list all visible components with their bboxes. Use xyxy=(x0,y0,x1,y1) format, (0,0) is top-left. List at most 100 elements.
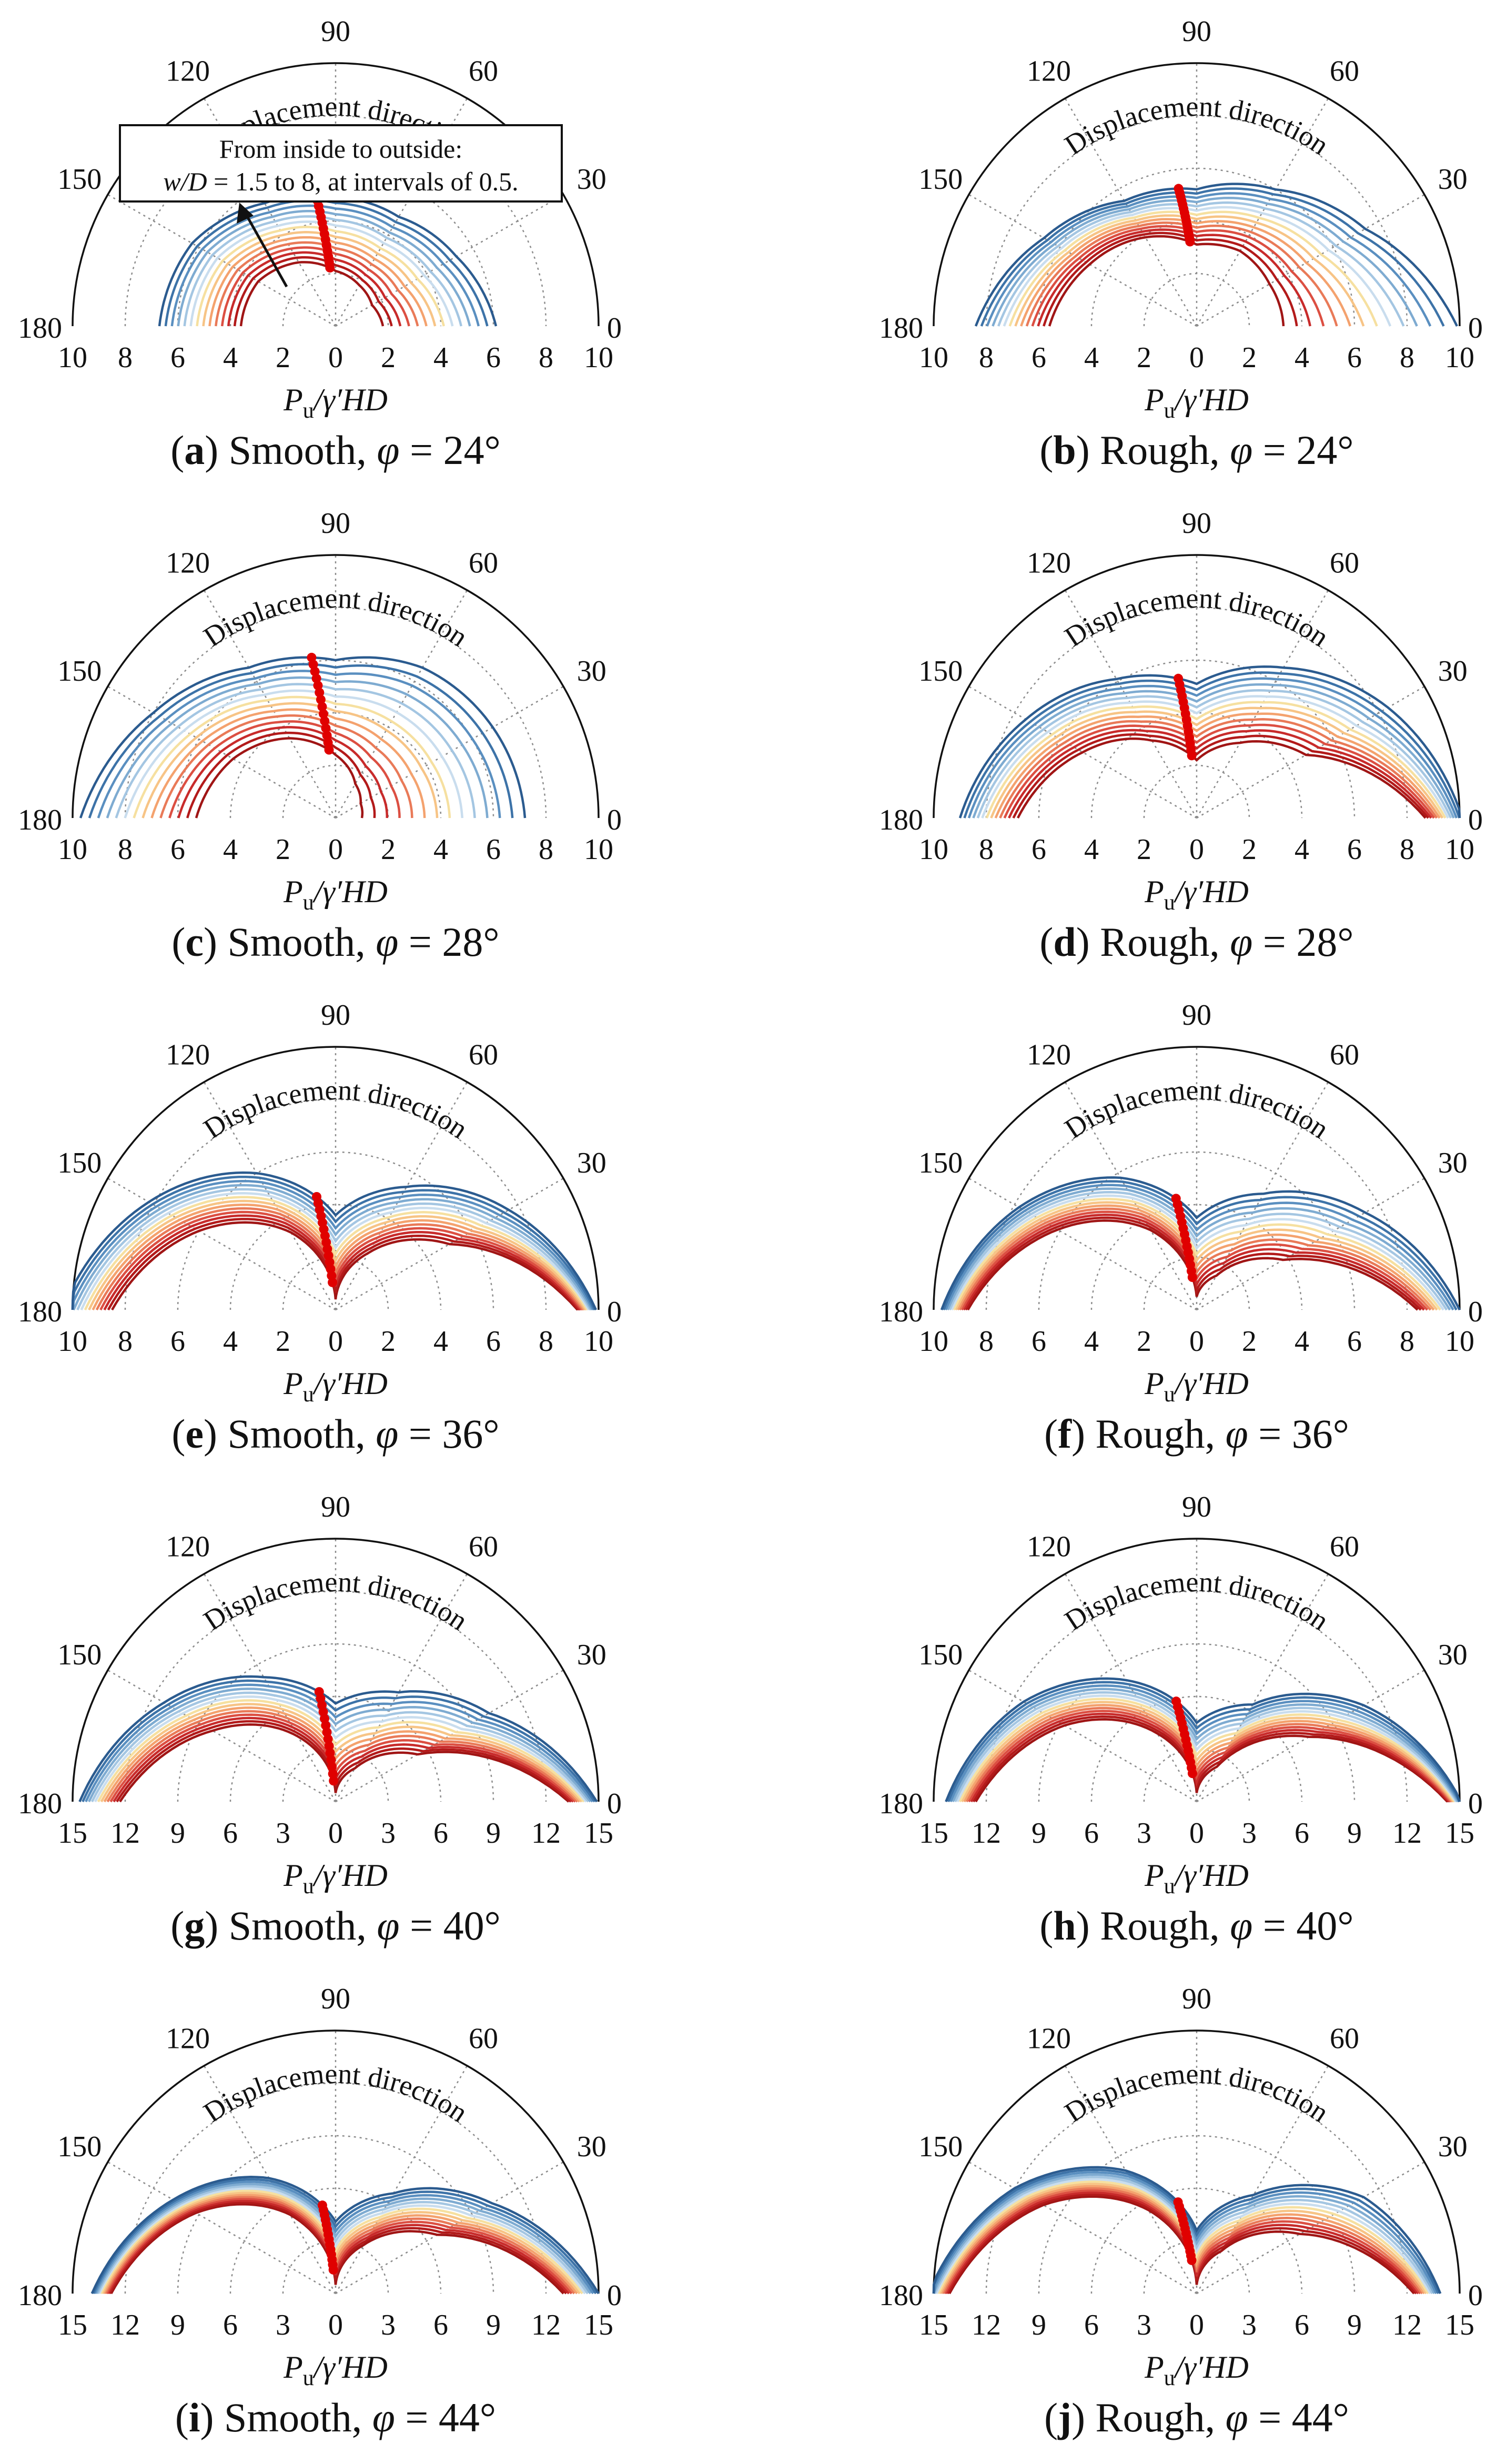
series-line-12 xyxy=(85,1683,594,1803)
radial-tick-label: 8 xyxy=(979,341,994,374)
series-line-3 xyxy=(1037,228,1311,327)
series-line-12 xyxy=(986,192,1432,327)
radial-tick-label: 10 xyxy=(58,341,87,374)
peak-marker xyxy=(322,730,332,740)
series-group xyxy=(974,183,1459,327)
radial-tick-label: 8 xyxy=(118,833,133,866)
radial-tick-label: 4 xyxy=(223,341,238,374)
radial-tick-label: 0 xyxy=(1189,1817,1204,1850)
radial-tick-label: 6 xyxy=(170,341,185,374)
series-line-10 xyxy=(997,201,1405,327)
radial-tick-label: 3 xyxy=(1242,2309,1257,2341)
radial-tick-label: 12 xyxy=(972,1817,1001,1850)
grid-ring xyxy=(229,1204,442,1310)
marker-group xyxy=(1171,1194,1197,1283)
outer-boundary xyxy=(72,1046,600,1310)
radial-tick-label: 2 xyxy=(276,833,290,866)
series-line-11 xyxy=(972,683,1455,819)
series-line-8 xyxy=(97,1699,585,1803)
series-group xyxy=(158,194,498,327)
radial-tick-label: 10 xyxy=(584,1325,613,1358)
radial-tick-label: 8 xyxy=(118,1325,133,1358)
panel-caption: (h) Rough, φ = 40° xyxy=(1039,1903,1353,1948)
peak-marker xyxy=(318,709,328,719)
panel-f: Displacement direction030609012015018010… xyxy=(879,999,1483,1457)
axis-label: Pu/γ′HD xyxy=(1144,382,1249,423)
series-line-1 xyxy=(195,737,364,819)
radial-tick-label: 6 xyxy=(170,1325,185,1358)
radial-tick-label: 10 xyxy=(919,833,948,866)
angle-label-90: 90 xyxy=(1182,15,1211,48)
series-line-13 xyxy=(947,1681,1461,1803)
angle-label-30: 30 xyxy=(577,163,606,196)
angle-label-30: 30 xyxy=(577,1639,606,1671)
angle-label-0: 0 xyxy=(1468,312,1483,345)
radial-tick-label: 12 xyxy=(531,1817,561,1850)
series-line-1 xyxy=(975,1718,1449,1803)
angle-label-150: 150 xyxy=(918,163,963,196)
radial-tick-label: 15 xyxy=(58,1817,87,1850)
series-line-14 xyxy=(71,1171,598,1310)
annotation-arrowhead xyxy=(237,203,254,224)
radial-tick-label: 2 xyxy=(1242,341,1257,374)
series-line-14 xyxy=(945,1677,1461,1802)
radial-tick-label: 8 xyxy=(118,341,133,374)
peak-marker xyxy=(1173,2197,1183,2207)
radial-tick-label: 6 xyxy=(486,833,501,866)
angle-label-120: 120 xyxy=(1027,1530,1071,1563)
series-line-12 xyxy=(967,677,1458,819)
series-line-14 xyxy=(90,2176,600,2295)
angle-label-150: 150 xyxy=(57,2130,102,2163)
angle-label-180: 180 xyxy=(879,1296,923,1328)
series-group xyxy=(71,1171,598,1311)
grid-ring xyxy=(229,220,442,327)
angle-label-150: 150 xyxy=(918,655,963,688)
angle-label-180: 180 xyxy=(879,2279,923,2312)
series-line-8 xyxy=(985,701,1447,819)
angle-label-0: 0 xyxy=(607,2279,622,2312)
panel-caption: (b) Rough, φ = 24° xyxy=(1039,427,1353,473)
axis-label: Pu/γ′HD xyxy=(283,1858,388,1899)
series-group xyxy=(90,2176,600,2295)
radial-tick-label: 6 xyxy=(486,341,501,374)
radial-tick-label: 8 xyxy=(1400,1325,1414,1358)
radial-tick-label: 6 xyxy=(1294,1817,1309,1850)
radial-tick-label: 12 xyxy=(1392,1817,1422,1850)
peak-marker xyxy=(327,1762,337,1772)
radial-tick-label: 4 xyxy=(433,341,448,374)
grid-spoke xyxy=(335,685,564,819)
series-line-7 xyxy=(100,1703,583,1803)
series-group xyxy=(932,2166,1442,2295)
series-line-6 xyxy=(956,1204,1435,1311)
series-line-5 xyxy=(215,241,419,327)
series-line-7 xyxy=(1014,214,1365,327)
angle-label-150: 150 xyxy=(57,655,102,688)
series-line-14 xyxy=(78,1675,598,1803)
radial-tick-label: 6 xyxy=(1084,1817,1099,1850)
radial-tick-label: 6 xyxy=(1031,1325,1046,1358)
series-line-6 xyxy=(963,1704,1454,1803)
series-line-4 xyxy=(1031,225,1325,327)
peak-marker xyxy=(312,1191,322,1201)
marker-group xyxy=(312,1191,338,1287)
series-line-9 xyxy=(98,2187,586,2295)
series-line-13 xyxy=(82,1679,596,1803)
series-line-2 xyxy=(1043,231,1298,327)
panel-caption: (d) Rough, φ = 28° xyxy=(1039,919,1353,965)
series-line-2 xyxy=(972,1715,1450,1803)
series-line-12 xyxy=(71,1179,594,1311)
peak-marker xyxy=(314,1687,324,1697)
peak-marker xyxy=(323,738,333,748)
series-group xyxy=(958,665,1461,819)
radial-tick-label: 0 xyxy=(1189,2309,1204,2341)
axis-label: Pu/γ′HD xyxy=(283,1366,388,1407)
panel-j: Displacement direction030609012015018015… xyxy=(879,1983,1483,2440)
displacement-direction-label: Displacement direction xyxy=(198,1566,473,1637)
series-line-1 xyxy=(1048,235,1285,327)
radial-tick-label: 12 xyxy=(110,1817,140,1850)
peak-marker xyxy=(325,1748,335,1758)
radial-tick-label: 9 xyxy=(1347,1817,1362,1850)
radial-tick-label: 8 xyxy=(539,1325,553,1358)
grid-ring xyxy=(177,167,494,327)
series-line-3 xyxy=(227,251,402,327)
